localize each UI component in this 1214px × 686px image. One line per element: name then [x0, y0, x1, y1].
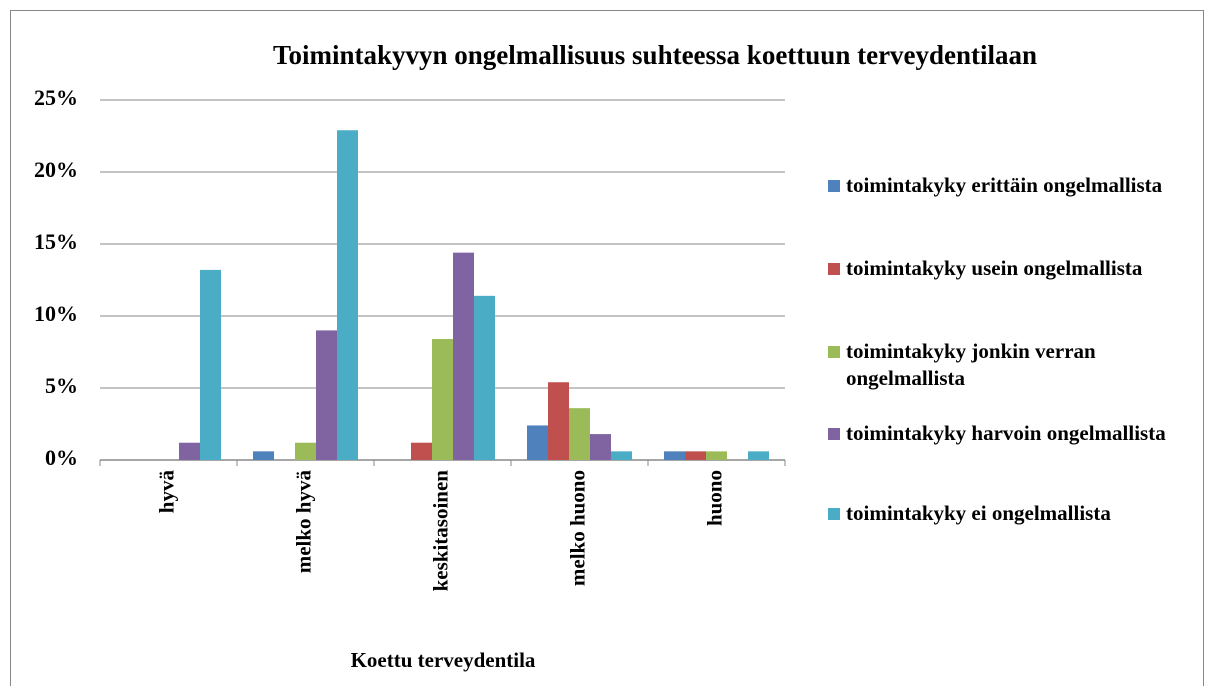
legend-item: toimintakyky jonkin verran ongelmallista [828, 338, 1188, 392]
legend-swatch [828, 263, 840, 275]
y-tick-label: 10% [34, 301, 78, 326]
x-tick-label: keskitasoinen [428, 470, 452, 592]
bar [611, 451, 632, 460]
x-tick-label: melko hyvä [291, 470, 315, 574]
y-tick-label: 25% [34, 85, 78, 110]
legend-swatch [828, 346, 840, 358]
legend-swatch [828, 428, 840, 440]
bar [590, 434, 611, 460]
bar [548, 382, 569, 460]
bar [569, 408, 590, 460]
y-tick-label: 15% [34, 229, 78, 254]
frame [10, 10, 1204, 686]
legend-label: toimintakyky harvoin ongelmallista [846, 421, 1166, 445]
bar [453, 252, 474, 460]
bar [527, 425, 548, 460]
bar [748, 451, 769, 460]
x-tick-label: melko huono [565, 470, 589, 586]
bar [179, 442, 200, 460]
y-tick-label: 20% [34, 157, 78, 182]
legend-label: toimintakyky ei ongelmallista [846, 501, 1111, 525]
bar [295, 442, 316, 460]
x-tick-label: huono [702, 470, 726, 526]
x-tick-label: hyvä [154, 470, 178, 514]
y-tick-label: 5% [45, 373, 78, 398]
legend-item: toimintakyky erittäin ongelmallista [828, 172, 1188, 199]
bar [706, 451, 727, 460]
bar [432, 339, 453, 460]
x-axis-title: Koettu terveydentila [351, 648, 536, 672]
legend-item: toimintakyky usein ongelmallista [828, 255, 1188, 282]
chart-title: Toimintakyvyn ongelmallisuus suhteessa k… [273, 40, 1037, 70]
legend-swatch [828, 180, 840, 192]
bar [411, 442, 432, 460]
bar [316, 330, 337, 460]
legend-label: toimintakyky usein ongelmallista [846, 256, 1143, 280]
bar [664, 451, 685, 460]
legend-item: toimintakyky ei ongelmallista [828, 500, 1188, 527]
bar [200, 269, 221, 460]
bar [474, 295, 495, 460]
legend-label: toimintakyky jonkin verran ongelmallista [846, 339, 1096, 390]
bar [337, 130, 358, 461]
bar [253, 451, 274, 460]
legend-label: toimintakyky erittäin ongelmallista [846, 173, 1163, 197]
bar [685, 451, 706, 460]
y-tick-label: 0% [45, 445, 78, 470]
legend-item: toimintakyky harvoin ongelmallista [828, 420, 1188, 447]
legend-swatch [828, 508, 840, 520]
